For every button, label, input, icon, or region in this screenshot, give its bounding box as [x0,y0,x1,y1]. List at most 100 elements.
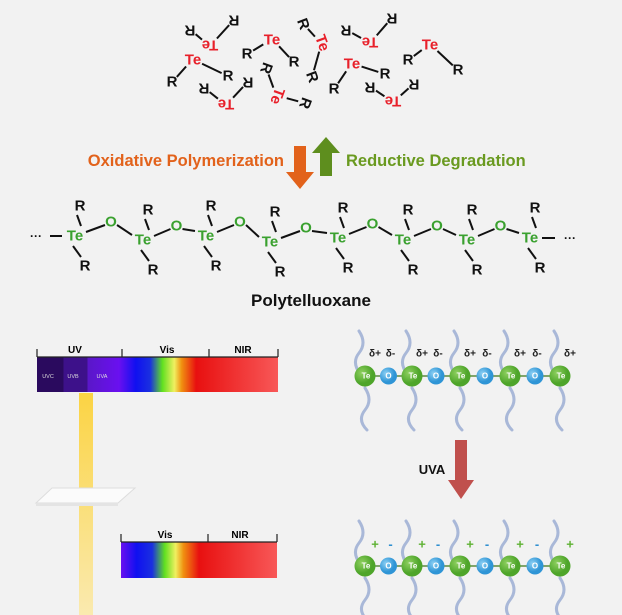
r-group: R [408,262,419,279]
o-bead [526,557,544,575]
side-chain [549,519,566,615]
bond [176,65,187,78]
uva-arrow-icon [448,440,474,499]
polymer-name: Polytelluoxane [251,291,371,310]
r-group: R [270,204,281,221]
bond [209,91,219,100]
te-bead-label: Te [362,562,371,571]
side-chain [354,329,371,432]
r-group: R [223,68,234,85]
bond [375,89,386,98]
bond [477,228,495,237]
uvc-label: UVC [42,374,54,380]
bond [468,218,474,231]
te-bead-label: Te [457,562,466,571]
bond [506,228,520,234]
te-atom: Te [385,93,401,110]
r-group: R [535,260,546,277]
bond [375,22,389,37]
bond [72,245,82,258]
r-group: R [289,54,300,71]
te-bead [401,365,423,387]
side-chain [401,329,418,432]
o-bead-label: O [385,372,391,381]
te-bead-label: Te [557,372,566,381]
bond [313,51,321,71]
bond [207,214,213,227]
te-bead [549,555,571,577]
te-bead [401,555,423,577]
te-atom: Te [67,228,83,245]
o-bead [476,557,494,575]
te-charge: + [466,537,474,552]
bond [140,249,150,262]
bond [232,86,244,99]
bond [116,224,133,236]
bond [404,218,410,231]
te-atom: Te [522,230,538,247]
te-charge: + [516,537,524,552]
r-group: R [206,198,217,215]
r-group: R [80,258,91,275]
bond [413,49,423,57]
oxidation-arrow-icon [286,146,314,189]
o-atom: O [171,218,183,235]
r-group: R [453,62,464,79]
nir-label-filtered: NIR [231,530,249,541]
bond [527,247,537,260]
bond [337,70,347,84]
filter-plate [34,487,137,504]
r-group: R [75,198,86,215]
te-atom: Te [135,232,151,249]
r-group: R [338,200,349,217]
r-group: R [198,80,209,97]
r-group: R [242,74,253,91]
side-chain [549,329,566,432]
te-bead [354,365,376,387]
bond [267,251,277,264]
bond [339,216,345,229]
o-bead [427,557,445,575]
bead-chain-after: Te + O - Te + O - Te + O - Te + O - Te + [354,519,574,615]
side-chain [449,329,466,432]
bond [271,220,277,233]
te-atom: Te [266,85,288,106]
o-atom: O [495,218,507,235]
bond [400,249,410,262]
o-bead-label: O [385,562,391,571]
r-group: R [167,74,178,91]
o-bead [526,367,544,385]
bond [278,45,290,58]
o-atom: O [105,214,117,231]
r-group: R [408,76,419,93]
o-bead [380,557,397,575]
o-charge: δ- [532,349,541,360]
bond [280,230,301,239]
o-bead-label: O [433,372,439,381]
r-group: R [386,10,397,27]
r-group: R [302,69,322,85]
te-bead [449,365,471,387]
bond [245,224,260,238]
side-chain [499,329,516,432]
chain-continuation: ··· [30,229,42,243]
te-atom: Te [344,56,360,73]
te-charge: + [418,537,426,552]
te-bead [449,555,471,577]
te-bead-label: Te [507,562,516,571]
bond [144,218,150,231]
bond [201,62,223,74]
bond [267,74,275,88]
o-atom: O [367,216,379,233]
polymer-chain: ··· ···RRTeORRTeORRTeORRTeORRTeORRTeORRTe… [30,198,576,281]
o-charge: - [535,537,539,552]
te-charge: δ+ [464,349,476,360]
r-group: R [184,22,195,39]
bond [348,226,367,235]
vis-label: Vis [160,345,175,356]
